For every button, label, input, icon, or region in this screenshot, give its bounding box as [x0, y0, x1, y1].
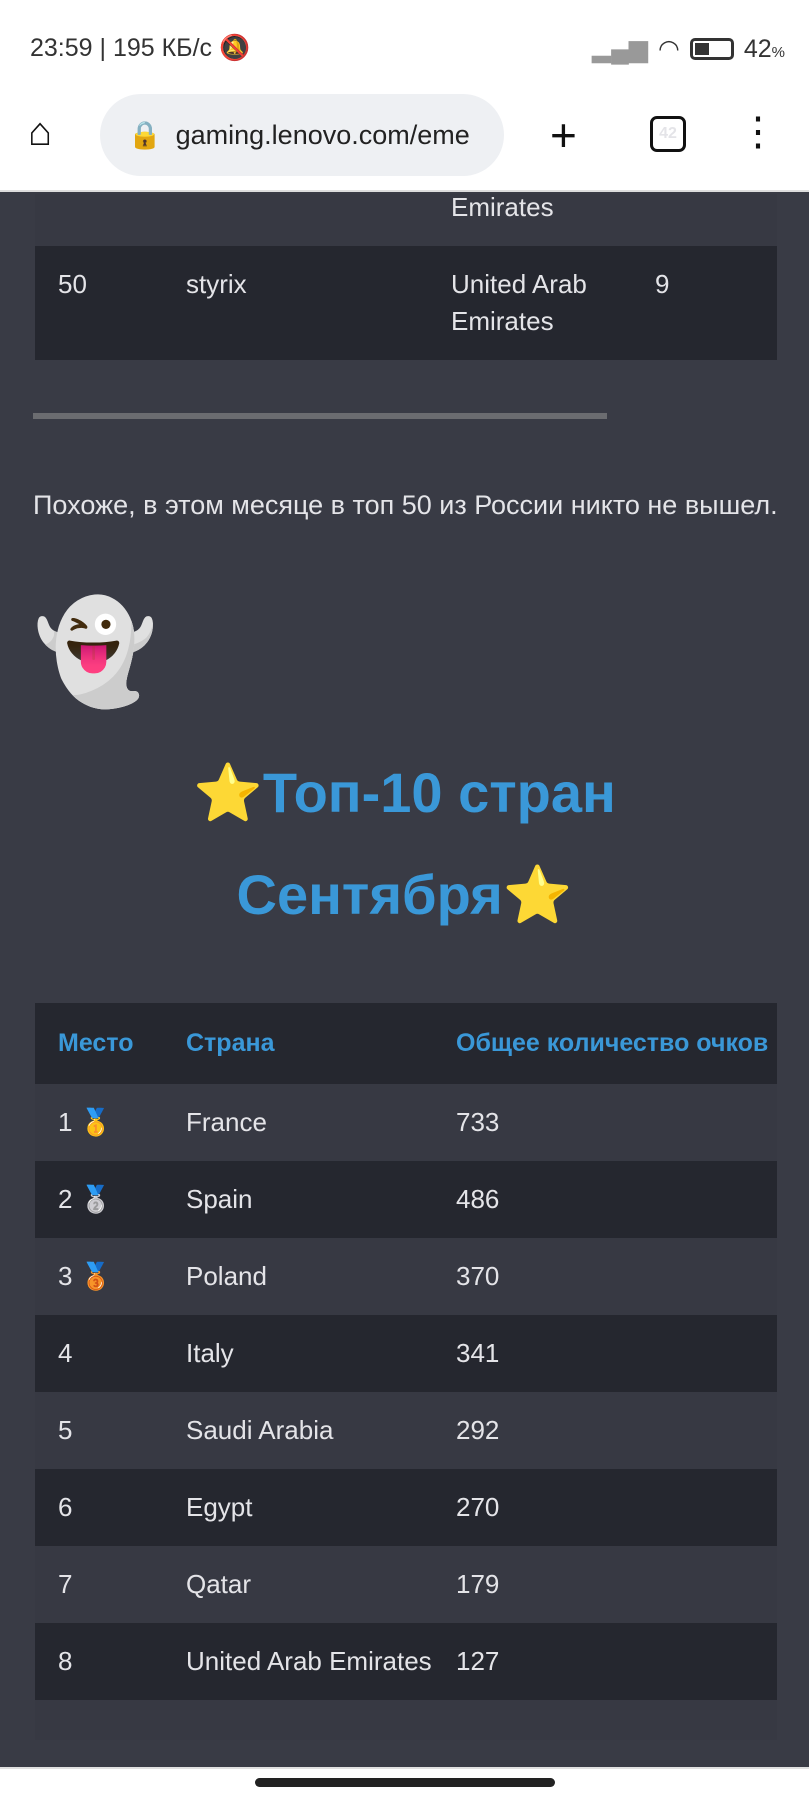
points: 292 — [456, 1415, 500, 1445]
rank: 3 🥉 — [35, 1238, 163, 1315]
countries-table: Место Страна Общее количество очков 1 🥇 Fra… — [35, 1003, 777, 1740]
table-row — [35, 1700, 777, 1740]
rank-number: 7 — [58, 1569, 73, 1599]
table-header: Место Страна Общее количество очков — [35, 1003, 777, 1084]
points: 179 — [456, 1569, 500, 1599]
country: Spain — [186, 1184, 253, 1214]
rank: 7 — [35, 1546, 163, 1623]
rank-number: 4 — [58, 1338, 73, 1368]
points: 733 — [456, 1107, 500, 1137]
points: 127 — [456, 1646, 500, 1676]
rank: 8 — [35, 1623, 163, 1700]
home-handle[interactable] — [255, 1778, 555, 1787]
table-row: 6 Egypt 270 — [35, 1469, 777, 1546]
rank: 5 — [35, 1392, 163, 1469]
medal-icon: 🥇 — [79, 1107, 113, 1137]
status-bar: 23:59 | 195 КБ/с 🔕 ▂▄▆ ◠ 42% — [0, 0, 809, 92]
tab-count: 42 — [659, 125, 677, 142]
tab-switcher-button[interactable]: 42 — [650, 116, 686, 152]
country: Saudi Arabia — [186, 1415, 334, 1445]
country: Egypt — [186, 1492, 253, 1522]
rank-number: 2 — [58, 1184, 73, 1214]
table-row: 2 🥈 Spain 486 — [35, 1161, 777, 1238]
table-row: 7 Qatar 179 — [35, 1546, 777, 1623]
rank-number: 1 — [58, 1107, 73, 1137]
battery-icon — [689, 38, 734, 60]
message-text: Похоже, в этом месяце в топ 50 из России… — [33, 490, 778, 520]
points — [433, 1700, 777, 1740]
rank — [35, 1700, 163, 1740]
country: United Arab Emirates — [451, 269, 587, 336]
network-speed: 195 КБ/с — [112, 34, 213, 62]
points: 486 — [456, 1184, 500, 1214]
rank: 6 — [35, 1469, 163, 1546]
table-row: 1 🥇 France 733 — [35, 1084, 777, 1161]
gesture-bar — [0, 1767, 809, 1799]
country: Qatar — [186, 1569, 252, 1599]
header-country: Страна — [186, 1029, 275, 1057]
battery-unit: % — [771, 43, 785, 61]
divider — [33, 413, 607, 419]
browser-toolbar: ⌂ 🔒 gaming.lenovo.com/eme + 42 ⋮ — [0, 92, 809, 192]
country — [163, 1700, 433, 1740]
lock-icon: 🔒 — [128, 120, 162, 150]
country: Italy — [186, 1338, 234, 1368]
country: United Arab Emirates — [186, 1646, 432, 1676]
medal-icon: 🥉 — [79, 1261, 113, 1291]
rank: 2 🥈 — [35, 1161, 163, 1238]
clock: 23:59 — [30, 34, 93, 62]
points: 9 — [632, 194, 777, 246]
rank-number: 8 — [58, 1646, 73, 1676]
players-table: 49madberry23 United Arab Emirates 9 50 styr… — [35, 194, 777, 360]
points: 341 — [456, 1338, 500, 1368]
header-place: Место — [58, 1029, 134, 1057]
wifi-icon: ◠ — [658, 35, 680, 63]
table-row: 4 Italy 341 — [35, 1315, 777, 1392]
player: styrix — [186, 269, 247, 299]
section-heading-line2: Сентября⭐ — [236, 863, 573, 926]
table-row: 8 United Arab Emirates 127 — [35, 1623, 777, 1700]
medal-icon: 🥈 — [79, 1184, 113, 1214]
rank: 49 — [35, 194, 163, 246]
address-bar[interactable]: 🔒 gaming.lenovo.com/eme — [100, 94, 504, 176]
rank: 4 — [35, 1315, 163, 1392]
url-text: gaming.lenovo.com/eme — [175, 119, 470, 150]
points: 370 — [456, 1261, 500, 1291]
table-row: 5 Saudi Arabia 292 — [35, 1392, 777, 1469]
table-row: 50 styrix United Arab Emirates 9 — [35, 246, 777, 360]
points: 270 — [456, 1492, 500, 1522]
bell-off-icon: 🔕 — [218, 34, 251, 62]
points: 9 — [655, 269, 670, 299]
more-menu-icon[interactable]: ⋮ — [738, 110, 778, 154]
rank-number: 5 — [58, 1415, 73, 1445]
table-row: 49madberry23 United Arab Emirates 9 — [35, 194, 777, 246]
section-heading-line1: ⭐Топ-10 стран — [193, 761, 616, 824]
ghost-emoji: 👻 — [33, 596, 158, 708]
rank-number: 3 — [58, 1261, 73, 1291]
home-icon[interactable]: ⌂ — [28, 110, 53, 154]
new-tab-icon[interactable]: + — [550, 109, 577, 161]
player: madberry23 — [163, 194, 428, 246]
rank-number: 6 — [58, 1492, 73, 1522]
country: France — [186, 1107, 267, 1137]
rank: 50 — [58, 269, 87, 299]
battery-level: 42 — [743, 34, 772, 63]
table-row: 3 🥉 Poland 370 — [35, 1238, 777, 1315]
country: Poland — [186, 1261, 267, 1291]
rank: 1 🥇 — [35, 1084, 163, 1161]
signal-icon: ▂▄▆ — [591, 35, 649, 63]
country: United Arab Emirates — [451, 194, 554, 222]
header-points: Общее количество очков — [456, 1029, 769, 1057]
